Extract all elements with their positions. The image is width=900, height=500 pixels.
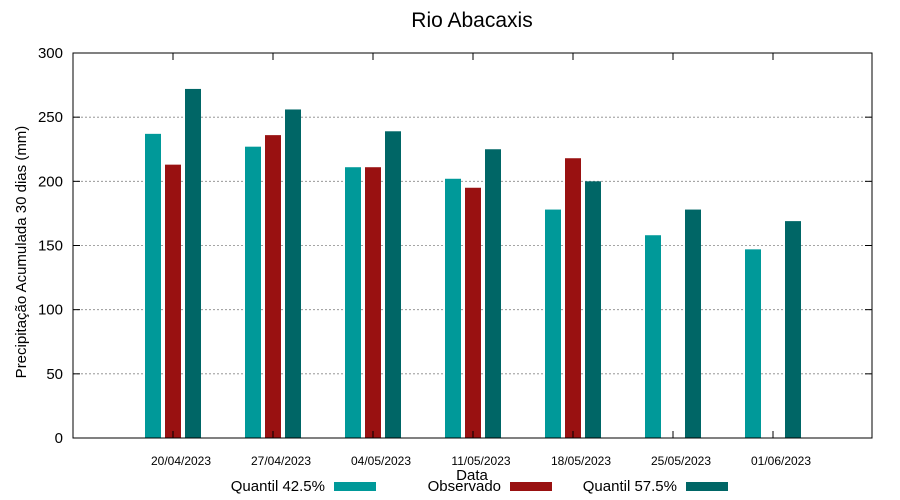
y-tick-label: 100 <box>38 302 63 319</box>
y-tick-label: 250 <box>38 109 63 126</box>
bar <box>585 181 601 439</box>
bar <box>145 133 161 438</box>
legend-label: Quantil 57.5% <box>583 478 677 495</box>
legend: Quantil 42.5% Observado Quantil 57.5% <box>231 478 728 495</box>
x-axis-label: Data <box>456 467 488 484</box>
bar <box>685 209 701 438</box>
bars <box>145 88 801 439</box>
x-tick-label: 11/05/2023 <box>451 454 510 468</box>
bar <box>645 235 661 438</box>
x-tick-label: 25/05/2023 <box>651 454 711 468</box>
legend-swatch <box>510 482 552 491</box>
x-tick-label: 20/04/2023 <box>151 454 211 468</box>
x-axis-ticks: 20/04/2023 27/04/2023 04/05/2023 11/05/2023… <box>151 53 811 468</box>
bar <box>285 109 301 438</box>
bar <box>245 146 261 438</box>
y-tick-label: 0 <box>55 430 63 447</box>
chart-title: Rio Abacaxis <box>411 9 532 32</box>
y-tick-label: 50 <box>46 366 63 383</box>
bar <box>785 221 801 438</box>
bar <box>165 164 181 438</box>
y-axis-label: Precipitação Acumulada 30 dias (mm) <box>13 126 30 379</box>
bar <box>185 88 201 438</box>
y-tick-label: 200 <box>38 173 63 190</box>
bar <box>545 209 561 438</box>
x-tick-label: 04/05/2023 <box>351 454 411 468</box>
bar <box>465 187 481 438</box>
bar <box>345 167 361 438</box>
bar <box>385 131 401 439</box>
legend-label: Observado <box>428 478 501 495</box>
bar <box>485 149 501 438</box>
x-tick-label: 27/04/2023 <box>251 454 311 468</box>
bar <box>265 135 281 438</box>
legend-swatch <box>686 482 728 491</box>
bar <box>445 178 461 438</box>
y-tick-label: 150 <box>38 238 63 255</box>
bar <box>365 167 381 438</box>
legend-label: Quantil 42.5% <box>231 478 325 495</box>
bar <box>745 249 761 438</box>
grid-lines <box>73 116 872 375</box>
legend-swatch <box>334 482 376 491</box>
y-axis-ticks: 0 50 100 150 200 250 300 <box>38 45 872 447</box>
y-tick-label: 300 <box>38 45 63 62</box>
bar <box>565 158 581 438</box>
x-tick-label: 18/05/2023 <box>551 454 611 468</box>
x-tick-label: 01/06/2023 <box>751 454 811 468</box>
